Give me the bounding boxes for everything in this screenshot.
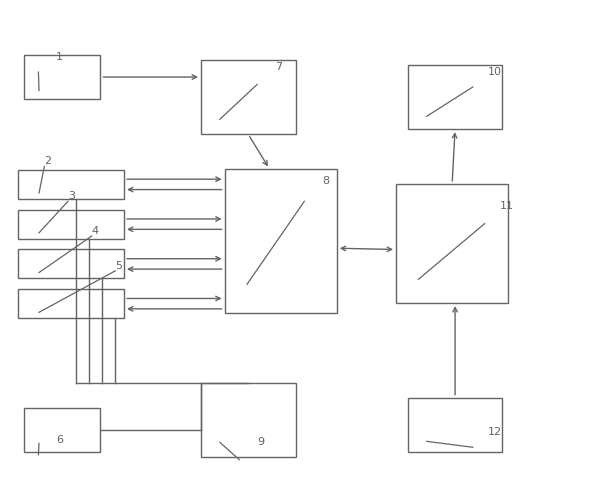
- Text: 6: 6: [56, 435, 63, 445]
- Bar: [201, 60, 296, 134]
- Text: 2: 2: [44, 157, 51, 166]
- Bar: [24, 408, 100, 452]
- Bar: [18, 170, 124, 199]
- Text: 4: 4: [92, 226, 99, 236]
- Text: 1: 1: [56, 52, 63, 62]
- Text: 8: 8: [322, 176, 329, 186]
- Bar: [225, 169, 337, 313]
- Bar: [18, 289, 124, 318]
- Text: 10: 10: [488, 67, 502, 77]
- Text: 11: 11: [499, 201, 514, 211]
- Text: 9: 9: [257, 437, 264, 447]
- Text: 12: 12: [488, 427, 502, 437]
- Text: 3: 3: [68, 191, 75, 201]
- Bar: [18, 249, 124, 278]
- Bar: [396, 184, 508, 303]
- Bar: [408, 398, 502, 452]
- Bar: [201, 383, 296, 457]
- Text: 5: 5: [115, 261, 122, 271]
- Bar: [24, 55, 100, 99]
- Text: 7: 7: [275, 62, 282, 72]
- Bar: [18, 210, 124, 239]
- Bar: [408, 65, 502, 129]
